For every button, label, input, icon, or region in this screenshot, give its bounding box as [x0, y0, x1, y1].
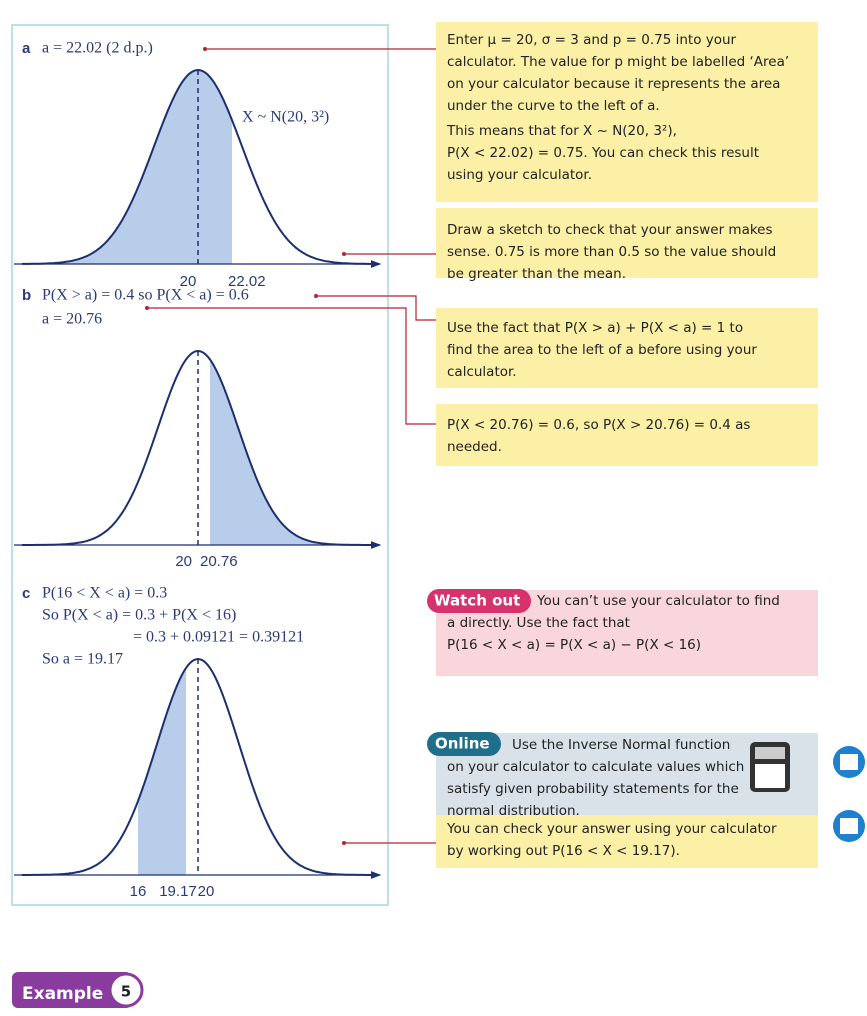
part-label: c [22, 585, 30, 602]
axis-label: 20 [175, 553, 192, 570]
axis-label: 20.76 [200, 553, 238, 570]
axis-label: 20 [180, 273, 197, 290]
watch-out-text: P(16 < X < a) = P(X < a) − P(X < 16) [447, 637, 701, 653]
part-label: b [22, 287, 31, 304]
note-text: calculator. [447, 364, 517, 380]
note-text: Draw a sketch to check that your answer … [447, 222, 773, 238]
normal-curve [22, 657, 372, 876]
note-text: on your calculator because it represents… [447, 76, 780, 92]
note-text: P(X < 22.02) = 0.75. You can check this … [447, 145, 759, 161]
axis-label: 22.02 [228, 273, 266, 290]
note-box [436, 208, 818, 278]
answer-line: a = 20.76 [42, 311, 102, 328]
note-text: This means that for X ~ N(20, 3²), [446, 123, 677, 139]
example-label: Example [22, 984, 103, 1004]
online-text: normal distribution. [447, 803, 580, 819]
online-text: on your calculator to calculate values w… [447, 759, 744, 775]
answer-line: = 0.3 + 0.09121 = 0.39121 [133, 629, 304, 646]
curve-label: X ~ N(20, 3²) [242, 109, 329, 126]
part-label: a [22, 40, 31, 57]
note-text: P(X < 20.76) = 0.6, so P(X > 20.76) = 0.… [447, 417, 750, 433]
connector [316, 295, 436, 321]
watch-out-title: Watch out [434, 592, 520, 610]
note-text: using your calculator. [447, 167, 592, 183]
note-box [436, 308, 818, 388]
normal-curve [22, 68, 372, 265]
example-number-circle [108, 972, 144, 1008]
connector [147, 307, 436, 425]
shaded-area [210, 359, 372, 545]
note-text: needed. [447, 439, 502, 455]
normal-curve [22, 349, 372, 546]
online-title: Online [435, 735, 490, 753]
note-text: by working out P(16 < X < 19.17). [447, 843, 680, 859]
note-box [436, 404, 818, 466]
watch-out-text: a directly. Use the fact that [447, 615, 630, 631]
video-icon[interactable] [833, 746, 865, 778]
note-text: under the curve to the left of a. [447, 98, 660, 114]
answer-line: P(16 < X < a) = 0.3 [42, 585, 167, 602]
note-text: find the area to the left of a before us… [447, 342, 757, 358]
example-number: 5 [121, 983, 131, 1001]
answer-line: P(X > a) = 0.4 so P(X < a) = 0.6 [42, 287, 249, 304]
shaded-area [22, 70, 232, 264]
shaded-area [138, 668, 186, 875]
axis-label: 19.17 [159, 883, 197, 900]
note-text: Enter μ = 20, σ = 3 and p = 0.75 into yo… [447, 32, 737, 48]
online-badge [427, 732, 501, 756]
answer-line: a = 22.02 (2 d.p.) [42, 40, 153, 57]
watch-out-badge [427, 589, 531, 613]
axis-label: 20 [198, 883, 215, 900]
note-text: Use the fact that P(X > a) + P(X < a) = … [447, 320, 743, 336]
note-text: calculator. The value for p might be lab… [447, 54, 789, 70]
note-text: be greater than the mean. [447, 266, 626, 282]
online-text: Use the Inverse Normal function [512, 737, 730, 753]
watch-out-text: You can’t use your calculator to find [536, 593, 780, 609]
answer-line: So a = 19.17 [42, 651, 123, 668]
axis-label: 16 [130, 883, 147, 900]
example-badge [12, 972, 132, 1008]
note-box [436, 808, 818, 868]
solution-box [11, 24, 389, 906]
video-icon[interactable] [833, 810, 865, 842]
note-box [436, 22, 818, 202]
calculator-icon [750, 742, 790, 792]
note-text: You can check your answer using your cal… [446, 821, 777, 837]
note-text: sense. 0.75 is more than 0.5 so the valu… [447, 244, 776, 260]
answer-line: So P(X < a) = 0.3 + P(X < 16) [42, 607, 236, 624]
online-text: satisfy given probability statements for… [447, 781, 739, 797]
